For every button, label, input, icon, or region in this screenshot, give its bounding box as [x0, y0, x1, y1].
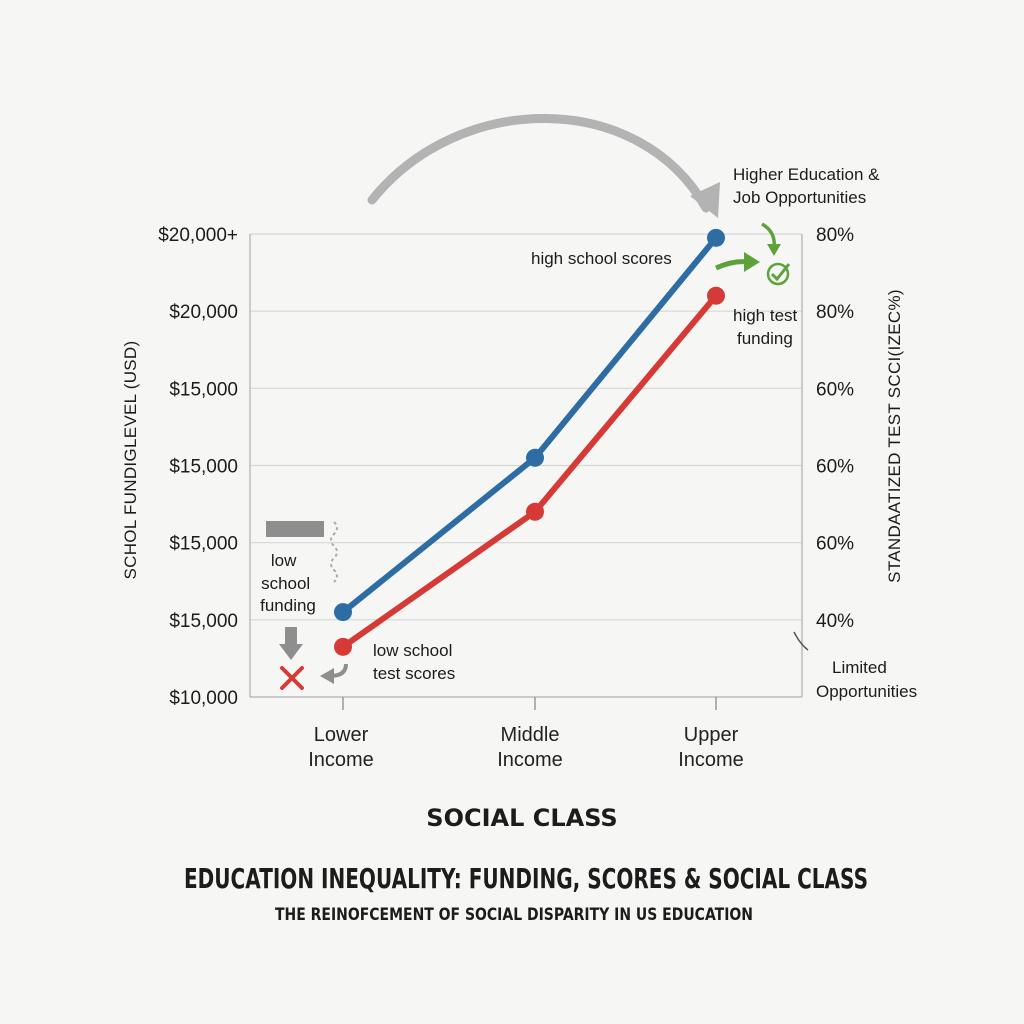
- right-tick-labels: 80% 80% 60% 60% 60% 40%: [816, 225, 854, 632]
- down-arrow-shaft: [285, 627, 297, 645]
- curved-arrow-head: [690, 182, 720, 218]
- check-circle-icon: [766, 262, 790, 286]
- left-tick-label: $10,000: [169, 688, 238, 709]
- green-right-arrow-head: [744, 252, 760, 272]
- left-tick-label: $15,000: [169, 457, 238, 478]
- limited-curve-icon: [793, 631, 809, 651]
- left-tick-label: $15,000: [169, 611, 238, 632]
- chart-subtitle: THE REINOFCEMENT OF SOCIAL DISPARITY IN …: [275, 905, 753, 925]
- higher-education-note: Higher Education & Job Opportunities: [733, 165, 884, 207]
- left-tick-label: $20,000: [169, 302, 238, 323]
- check-mark: [770, 263, 791, 282]
- right-tick-label: 80%: [816, 302, 854, 323]
- right-axis-title: STANDAATIZED TEST SCCI(IZEC%): [885, 289, 904, 583]
- cross-icon: [280, 666, 304, 690]
- right-tick-label: 60%: [816, 457, 854, 478]
- series-line-1: [340, 234, 719, 616]
- x-axis-title: SOCIAL CLASS: [426, 804, 617, 832]
- right-tick-label: 80%: [816, 225, 854, 246]
- series-line-2: [340, 292, 719, 650]
- series-2-point-2: [526, 502, 544, 521]
- low-school-funding-note: low school funding: [260, 551, 316, 615]
- series-1-point-3: [707, 228, 725, 247]
- left-tick-labels: $20,000+ $20,000 $15,000 $15,000 $15,000 $15,…: [158, 225, 238, 709]
- series-2-point-3: [707, 286, 725, 305]
- right-tick-label: 60%: [816, 534, 854, 555]
- series-1-point-2: [526, 448, 544, 467]
- series-2-point-1: [334, 637, 352, 656]
- high-test-funding-note: high test funding: [733, 306, 802, 348]
- down-arrow-icon: [279, 644, 303, 660]
- category-label: Middle Income: [497, 724, 563, 771]
- series-group: [334, 228, 725, 656]
- limited-opportunities-note: Limited Opportunities: [816, 658, 917, 701]
- wavy-line-icon: [330, 521, 338, 583]
- grey-curved-arrow-head: [320, 668, 334, 684]
- green-right-arrow-icon: [714, 259, 749, 271]
- green-curve-arrow-head: [767, 244, 781, 256]
- left-tick-label: $15,000: [169, 534, 238, 555]
- right-tick-label: 60%: [816, 379, 854, 400]
- chart-title: EDUCATION INEQUALITY: FUNDING, SCORES & …: [184, 862, 868, 895]
- low-test-scores-note: low school test scores: [373, 641, 457, 683]
- category-label: Lower Income: [308, 724, 374, 771]
- high-school-scores-note: high school scores: [531, 249, 672, 268]
- left-tick-label: $15,000: [169, 379, 238, 400]
- low-funding-bar-icon: [266, 521, 324, 537]
- curved-arrow-icon: [367, 114, 711, 213]
- series-1-point-1: [334, 603, 352, 622]
- right-tick-label: 40%: [816, 611, 854, 632]
- category-labels: Lower Income Middle Income Upper Income: [308, 724, 744, 771]
- left-axis-title: SCHOL FUNDIGLEVEL (USD): [121, 341, 140, 580]
- left-tick-label: $20,000+: [158, 225, 238, 246]
- category-label: Upper Income: [678, 724, 744, 771]
